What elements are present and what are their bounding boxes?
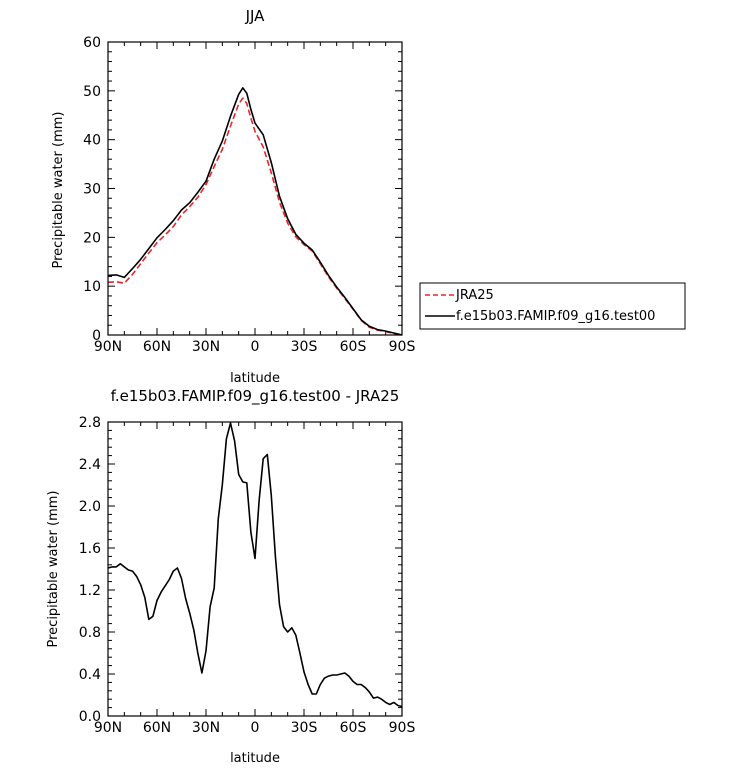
top-series-line-1 xyxy=(107,87,403,336)
bottom-x-tick-label: 90N xyxy=(94,720,122,736)
bottom-x-tick-label: 60S xyxy=(340,720,367,736)
bottom-x-tick-label: 30S xyxy=(291,720,318,736)
top-x-tick-label: 90N xyxy=(94,339,122,355)
top-chart-title: JJA xyxy=(245,7,266,25)
top-x-tick-label: 30N xyxy=(192,339,220,355)
bottom-x-axis-label: latitude xyxy=(230,751,280,766)
top-x-axis-label: latitude xyxy=(230,371,280,386)
top-y-tick-label: 20 xyxy=(83,230,101,246)
top-x-tick-label: 30S xyxy=(291,339,318,355)
bottom-y-tick-label: 2.8 xyxy=(79,415,101,431)
top-series-group xyxy=(107,87,403,336)
top-y-axis-label: Precipitable water (mm) xyxy=(51,112,66,269)
bottom-y-tick-label: 1.6 xyxy=(79,541,101,557)
bottom-y-tick-label: 1.2 xyxy=(79,583,101,599)
bottom-chart-title: f.e15b03.FAMIP.f09_g16.test00 - JRA25 xyxy=(111,387,400,406)
top-x-tick-label: 60N xyxy=(143,339,171,355)
top-y-tick-label: 30 xyxy=(83,182,101,198)
top-y-tick-label: 10 xyxy=(83,279,101,295)
top-y-tick-label: 50 xyxy=(83,84,101,100)
bottom-y-tick-label: 2.4 xyxy=(79,457,101,473)
top-x-tick-label: 90S xyxy=(389,339,416,355)
bottom-plot-frame xyxy=(107,421,403,717)
top-y-tick-label: 60 xyxy=(83,35,101,51)
bottom-panel: f.e15b03.FAMIP.f09_g16.test00 - JRA25 Pr… xyxy=(46,387,415,766)
bottom-x-tick-label: 0 xyxy=(251,720,260,736)
bottom-tick-group: 90N 60N 30N 0 30S 60S 90S 0.0 0.4 0.8 1.2 1.6 2.0 2.4… xyxy=(79,415,416,736)
legend-box xyxy=(419,282,686,330)
top-x-tick-label: 0 xyxy=(251,339,260,355)
bottom-series-line-0 xyxy=(107,422,403,708)
bottom-x-tick-label: 30N xyxy=(192,720,220,736)
bottom-y-tick-label: 0.8 xyxy=(79,625,101,641)
bottom-y-axis-label: Precipitable water (mm) xyxy=(46,491,61,648)
top-tick-group: 90N 60N 30N 0 30S 60S 90S 0 10 20 30 40 50 60 xyxy=(83,35,415,355)
bottom-y-tick-label: 0.4 xyxy=(79,667,101,683)
top-x-tick-label: 60S xyxy=(340,339,367,355)
top-series-line-0 xyxy=(107,97,403,336)
top-plot-frame xyxy=(107,41,403,336)
bottom-y-tick-label: 0.0 xyxy=(79,709,101,725)
legend-label-model: f.e15b03.FAMIP.f09_g16.test00 xyxy=(456,309,655,324)
top-panel: JJA Precipitable water (mm) latitude 90N… xyxy=(51,7,415,386)
legend-label-jra25: JRA25 xyxy=(455,288,494,303)
bottom-x-tick-label: 60N xyxy=(143,720,171,736)
legend: JRA25 f.e15b03.FAMIP.f09_g16.test00 xyxy=(419,282,686,330)
bottom-series-group xyxy=(107,422,403,708)
bottom-x-tick-label: 90S xyxy=(389,720,416,736)
top-y-tick-label: 0 xyxy=(92,328,101,344)
bottom-y-tick-label: 2.0 xyxy=(79,499,101,515)
top-y-tick-label: 40 xyxy=(83,133,101,149)
